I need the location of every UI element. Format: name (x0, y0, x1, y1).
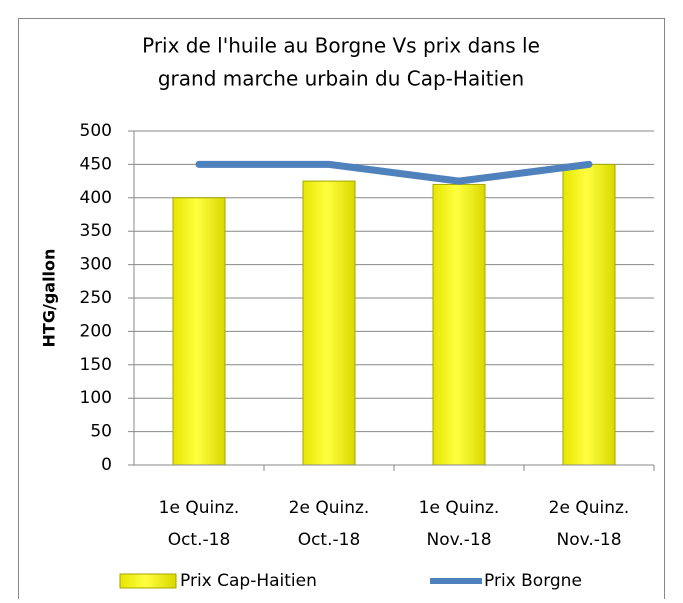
x-tick-label: 1e Quinz. (419, 498, 500, 518)
chart-title: Prix de l'huile au Borgne Vs prix dans l… (142, 34, 540, 58)
legend-swatch (119, 573, 177, 589)
y-tick-label: 300 (80, 255, 112, 275)
y-tick-label: 450 (80, 154, 112, 174)
y-axis-label: HTG/gallon (40, 249, 59, 348)
y-tick-label: 150 (80, 355, 112, 375)
y-tick-label: 500 (80, 121, 112, 141)
y-tick-label: 350 (80, 221, 112, 241)
y-tick-label: 100 (80, 388, 112, 408)
y-tick-label: 50 (90, 422, 112, 442)
x-tick-label: 2e Quinz. (289, 498, 370, 518)
legend-label: Prix Borgne (484, 571, 582, 591)
chart-title: grand marche urbain du Cap-Haitien (158, 67, 524, 91)
bar (172, 197, 226, 466)
bar (302, 180, 356, 466)
y-tick-label: 200 (80, 321, 112, 341)
y-tick-label: 400 (80, 188, 112, 208)
y-tick-label: 250 (80, 288, 112, 308)
x-tick-label: Nov.-18 (426, 530, 491, 550)
x-tick-label: Nov.-18 (556, 530, 621, 550)
line (195, 160, 593, 185)
bar (432, 183, 486, 466)
legend-label: Prix Cap-Haitien (180, 571, 317, 591)
x-tick-label: Oct.-18 (298, 530, 361, 550)
bar (562, 163, 616, 466)
y-tick-label: 0 (101, 455, 112, 475)
x-tick-label: 2e Quinz. (549, 498, 630, 518)
x-tick-label: Oct.-18 (168, 530, 231, 550)
x-tick-label: 1e Quinz. (159, 498, 240, 518)
